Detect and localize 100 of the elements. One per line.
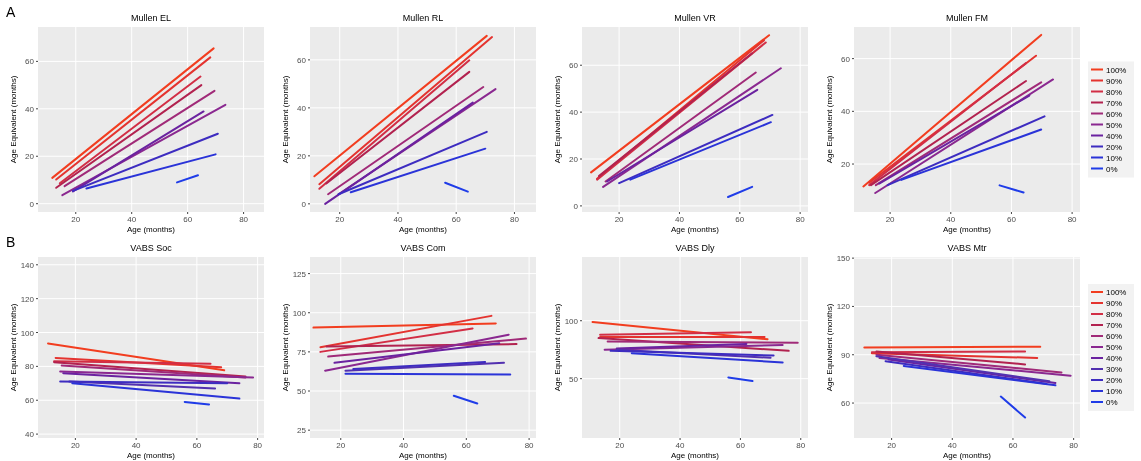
- legend-label: 70%: [1106, 321, 1123, 330]
- x-tick-label: 40: [675, 215, 685, 224]
- y-tick-label: 125: [292, 269, 307, 279]
- y-axis-title: Age Equivalent (months): [553, 303, 562, 392]
- y-tick-label: 60: [841, 54, 851, 64]
- x-axis-title: Age (months): [670, 451, 720, 460]
- x-tick-label: 20: [335, 215, 345, 224]
- y-tick-label: 80: [25, 362, 35, 372]
- y-axis-title: Age Equivalent (months): [553, 75, 562, 164]
- y-tick-label: 0: [573, 201, 579, 211]
- y-tick-label: 0: [29, 199, 35, 209]
- x-tick-label: 40: [399, 441, 409, 450]
- y-tick-label: 90: [841, 350, 851, 360]
- legend-label: 0%: [1106, 398, 1118, 407]
- y-tick-label: 20: [25, 152, 35, 162]
- y-axis-title: Age Equivalent (months): [9, 303, 18, 392]
- y-tick-label: 20: [569, 155, 579, 165]
- y-tick-label: 25: [297, 426, 307, 436]
- y-tick-label: 60: [297, 55, 307, 65]
- legend-label: 40%: [1106, 354, 1123, 363]
- x-tick-label: 80: [795, 215, 806, 224]
- x-tick-label: 20: [71, 215, 81, 224]
- legend-label: 40%: [1106, 131, 1123, 141]
- y-tick-label: 100: [564, 316, 579, 326]
- y-tick-label: 0: [301, 199, 307, 209]
- x-tick-label: 80: [1067, 215, 1078, 224]
- y-tick-label: 50: [569, 374, 579, 384]
- chart-title: Mullen FM: [945, 13, 989, 23]
- y-tick-label: 100: [20, 328, 35, 338]
- chart-title: VABS Dly: [675, 243, 715, 253]
- y-tick-label: 60: [25, 396, 35, 406]
- x-tick-label: 40: [127, 215, 137, 224]
- chart-title: VABS Com: [400, 243, 446, 253]
- y-tick-label: 100: [292, 308, 307, 318]
- text: B: [6, 234, 16, 250]
- legend-label: 10%: [1106, 153, 1123, 163]
- y-tick-label: 20: [297, 151, 307, 161]
- legend-label: 80%: [1106, 87, 1123, 97]
- legend-label: 20%: [1106, 376, 1123, 385]
- x-tick-label: 60: [451, 215, 462, 224]
- y-axis-title: Age Equivalent (months): [825, 75, 834, 164]
- legend-label: 60%: [1106, 109, 1123, 119]
- x-tick-label: 60: [183, 215, 193, 224]
- x-tick-label: 60: [735, 441, 746, 450]
- x-tick-label: 20: [887, 441, 897, 450]
- x-tick-label: 60: [735, 215, 745, 224]
- x-tick-label: 60: [1006, 215, 1017, 224]
- x-axis-title: Age (months): [670, 225, 720, 234]
- y-tick-label: 40: [297, 103, 307, 113]
- y-tick-label: 60: [569, 61, 579, 71]
- legend-label: 30%: [1106, 365, 1123, 374]
- x-tick-label: 20: [885, 215, 896, 224]
- legend-label: 70%: [1106, 98, 1123, 108]
- chart-title: VABS Soc: [130, 243, 173, 253]
- x-tick-label: 80: [1069, 441, 1079, 450]
- y-tick-label: 40: [25, 430, 35, 440]
- x-tick-label: 40: [131, 441, 142, 450]
- x-tick-label: 40: [947, 441, 958, 450]
- legend-label: 20%: [1106, 142, 1123, 152]
- x-tick-label: 20: [615, 441, 625, 450]
- x-axis-title: Age (months): [942, 225, 992, 234]
- y-tick-label: 20: [841, 160, 851, 170]
- legend-label: 10%: [1106, 387, 1123, 396]
- y-tick-label: 60: [25, 57, 35, 67]
- y-tick-label: 140: [20, 260, 35, 270]
- y-tick-label: 120: [836, 302, 851, 312]
- text: A: [6, 4, 16, 20]
- x-tick-label: 20: [614, 215, 625, 224]
- y-axis-title: Age Equivalent (months): [9, 75, 18, 164]
- legend-label: 100%: [1106, 65, 1127, 75]
- legend-label: 80%: [1106, 310, 1123, 319]
- y-tick-label: 40: [841, 107, 851, 117]
- x-axis-title: Age (months): [942, 451, 992, 460]
- x-axis-title: Age (months): [398, 225, 448, 234]
- chart-title: Mullen EL: [130, 13, 172, 23]
- legend-label: 90%: [1106, 76, 1123, 86]
- legend-label: 0%: [1106, 164, 1118, 174]
- legend-label: 100%: [1106, 288, 1127, 297]
- x-tick-label: 80: [253, 441, 263, 450]
- chart-title: VABS Mtr: [947, 243, 987, 253]
- y-tick-label: 120: [20, 294, 35, 304]
- x-axis-title: Age (months): [398, 451, 448, 460]
- y-tick-label: 40: [569, 108, 579, 118]
- x-tick-label: 60: [1008, 441, 1018, 450]
- y-tick-label: 150: [836, 254, 851, 264]
- chart-title: Mullen VR: [674, 13, 717, 23]
- legend-label: 60%: [1106, 332, 1123, 341]
- y-axis-title: Age Equivalent (months): [281, 75, 290, 164]
- x-tick-label: 40: [393, 215, 403, 224]
- x-tick-label: 60: [192, 441, 202, 450]
- x-tick-label: 80: [524, 441, 535, 450]
- x-axis-title: Age (months): [126, 451, 176, 460]
- legend-label: 50%: [1106, 343, 1123, 352]
- x-tick-label: 40: [675, 441, 686, 450]
- x-tick-label: 20: [70, 441, 81, 450]
- y-tick-label: 40: [25, 104, 35, 114]
- x-tick-label: 20: [336, 441, 346, 450]
- y-tick-label: 50: [297, 387, 307, 397]
- legend-label: 90%: [1106, 299, 1123, 308]
- y-tick-label: 75: [297, 347, 307, 357]
